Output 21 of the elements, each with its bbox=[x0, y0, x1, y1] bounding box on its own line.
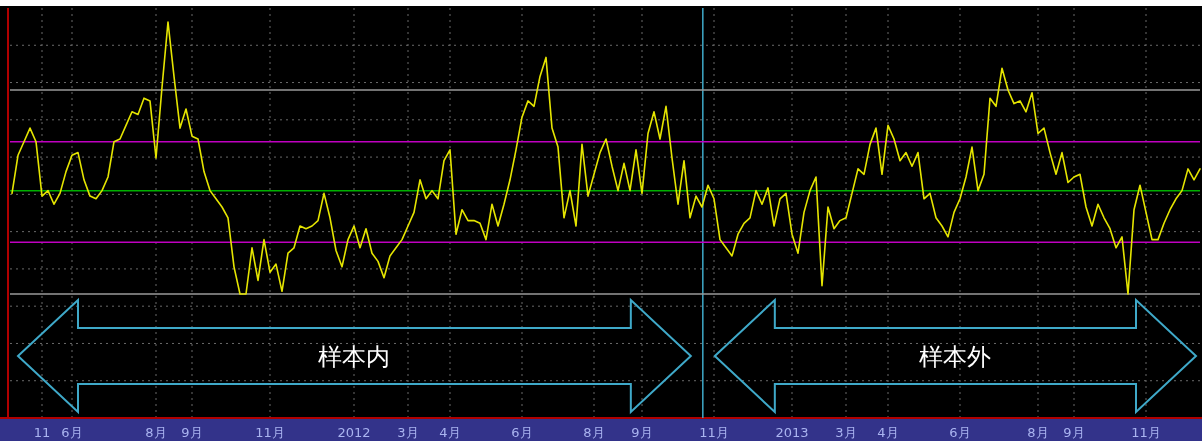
x-tick-label: 3月 bbox=[397, 425, 419, 440]
x-tick-label: 9月 bbox=[181, 425, 203, 440]
x-tick-label: 8月 bbox=[145, 425, 167, 440]
x-tick-label: 6月 bbox=[511, 425, 533, 440]
x-tick-label: 6月 bbox=[949, 425, 971, 440]
x-tick-label: 11 bbox=[33, 425, 51, 440]
x-tick-label: 6月 bbox=[61, 425, 83, 440]
x-tick-label: 4月 bbox=[877, 425, 899, 440]
text: 样本外 bbox=[919, 343, 992, 371]
x-tick-label: 8月 bbox=[1027, 425, 1049, 440]
x-tick-label: 3月 bbox=[835, 425, 857, 440]
x-tick-label: 11月 bbox=[255, 425, 285, 440]
x-tick-label: 4月 bbox=[439, 425, 461, 440]
x-tick-label: 11月 bbox=[1131, 425, 1161, 440]
x-tick-label: 8月 bbox=[583, 425, 605, 440]
x-tick-label: 2013 bbox=[775, 425, 809, 440]
text: 样本内 bbox=[318, 343, 391, 371]
x-tick-label: 11月 bbox=[699, 425, 729, 440]
x-tick-label: 2012 bbox=[337, 425, 371, 440]
x-tick-label: 9月 bbox=[631, 425, 653, 440]
x-tick-label: 9月 bbox=[1063, 425, 1085, 440]
